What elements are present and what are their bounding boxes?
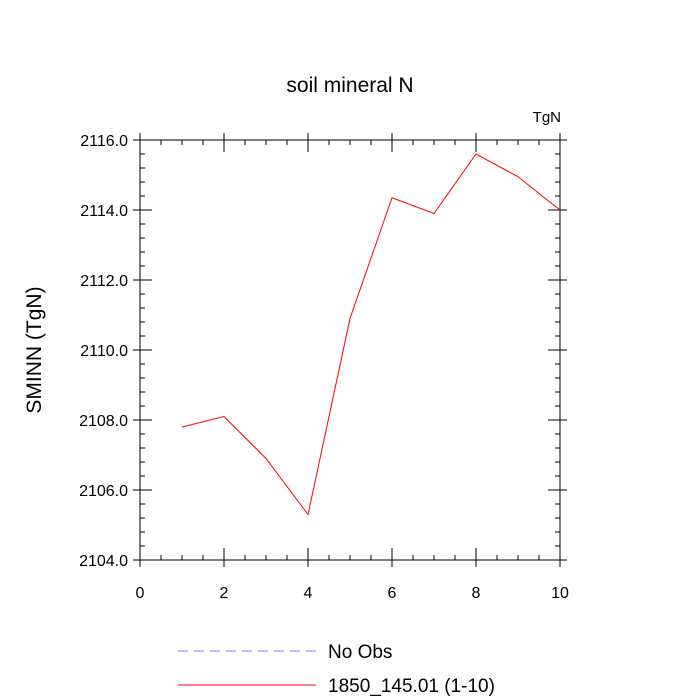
x-tick-label: 10 [551,585,569,602]
legend: No Obs 1850_145.01 (1-10) [178,642,495,697]
y-tick-label: 2110.0 [80,343,128,360]
y-tick-label: 2116.0 [80,133,128,150]
plot-frame [139,139,561,561]
y-tick-label: 2108.0 [79,413,128,430]
legend-label: No Obs [328,642,392,663]
x-tick-label: 2 [220,585,229,602]
series-line [181,153,561,516]
axis-ticks [133,133,567,567]
y-tick-label: 2104.0 [79,553,128,570]
y-tick-label: 2112.0 [80,273,128,290]
y-tick-label: 2114.0 [80,203,128,220]
data-series [181,153,561,516]
x-tick-label: 0 [136,585,145,602]
x-tick-label: 8 [472,585,481,602]
y-axis-label: SMINN (TgN) [23,286,46,413]
y-tick-label: 2106.0 [79,483,128,500]
x-tick-label: 4 [304,585,313,602]
chart-title: soil mineral N [286,74,413,97]
units-label: TgN [533,109,561,126]
legend-label: 1850_145.01 (1-10) [328,676,495,697]
x-tick-label: 6 [388,585,397,602]
axis-tick-labels: 0 2 4 6 8 10 2104.0 2106.0 2108.0 2110.0 2112.0 211… [79,133,569,602]
